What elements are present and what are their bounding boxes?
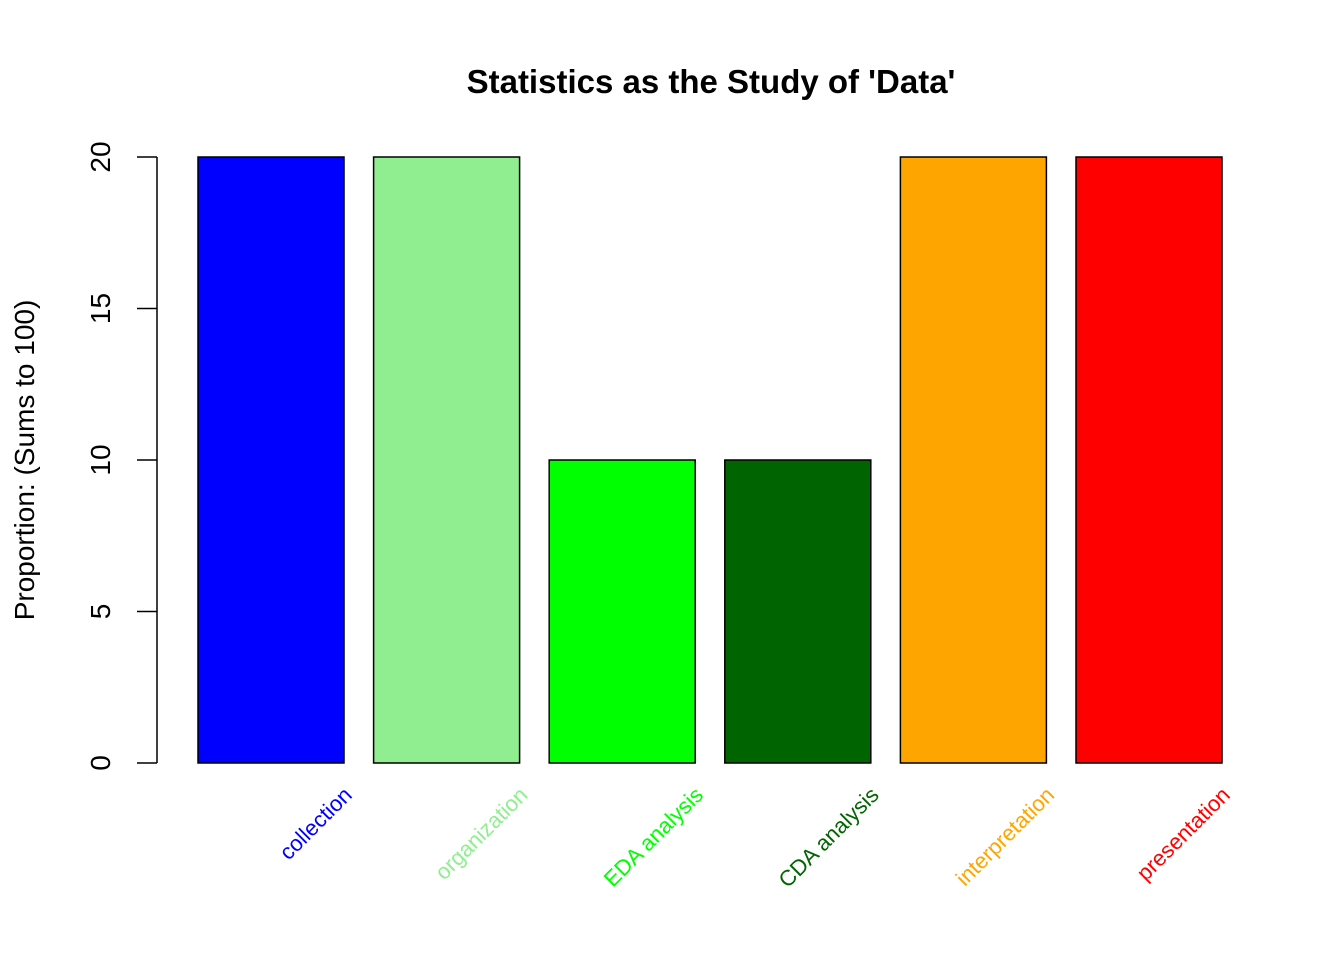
y-tick-label-3: 15: [85, 293, 116, 324]
category-label-interpretation: interpretation: [951, 782, 1059, 890]
y-axis: 0 5 10 15 20: [85, 141, 158, 771]
y-tick-label-0: 0: [85, 755, 116, 771]
bars-group: [197, 156, 1223, 764]
y-axis-label: Proportion: (Sums to 100): [9, 300, 40, 621]
y-tick-label-2: 10: [85, 444, 116, 475]
category-label-collection: collection: [274, 782, 357, 865]
y-tick-label-4: 20: [85, 141, 116, 172]
category-label-organization: organization: [430, 782, 532, 884]
chart-title: Statistics as the Study of 'Data': [467, 63, 956, 100]
bar-collection: [197, 156, 345, 764]
bar-interpretation: [899, 156, 1048, 764]
bar-eda-analysis: [548, 459, 696, 764]
category-label-cda-analysis: CDA analysis: [773, 782, 883, 892]
category-labels-group: collection organization EDA analysis CDA an…: [274, 782, 1235, 892]
bar-organization: [372, 156, 521, 764]
category-label-presentation: presentation: [1132, 782, 1235, 885]
bar-cda-analysis: [724, 459, 872, 764]
bar-presentation: [1075, 156, 1223, 764]
category-label-eda-analysis: EDA analysis: [599, 782, 708, 891]
y-tick-label-1: 5: [85, 604, 116, 620]
